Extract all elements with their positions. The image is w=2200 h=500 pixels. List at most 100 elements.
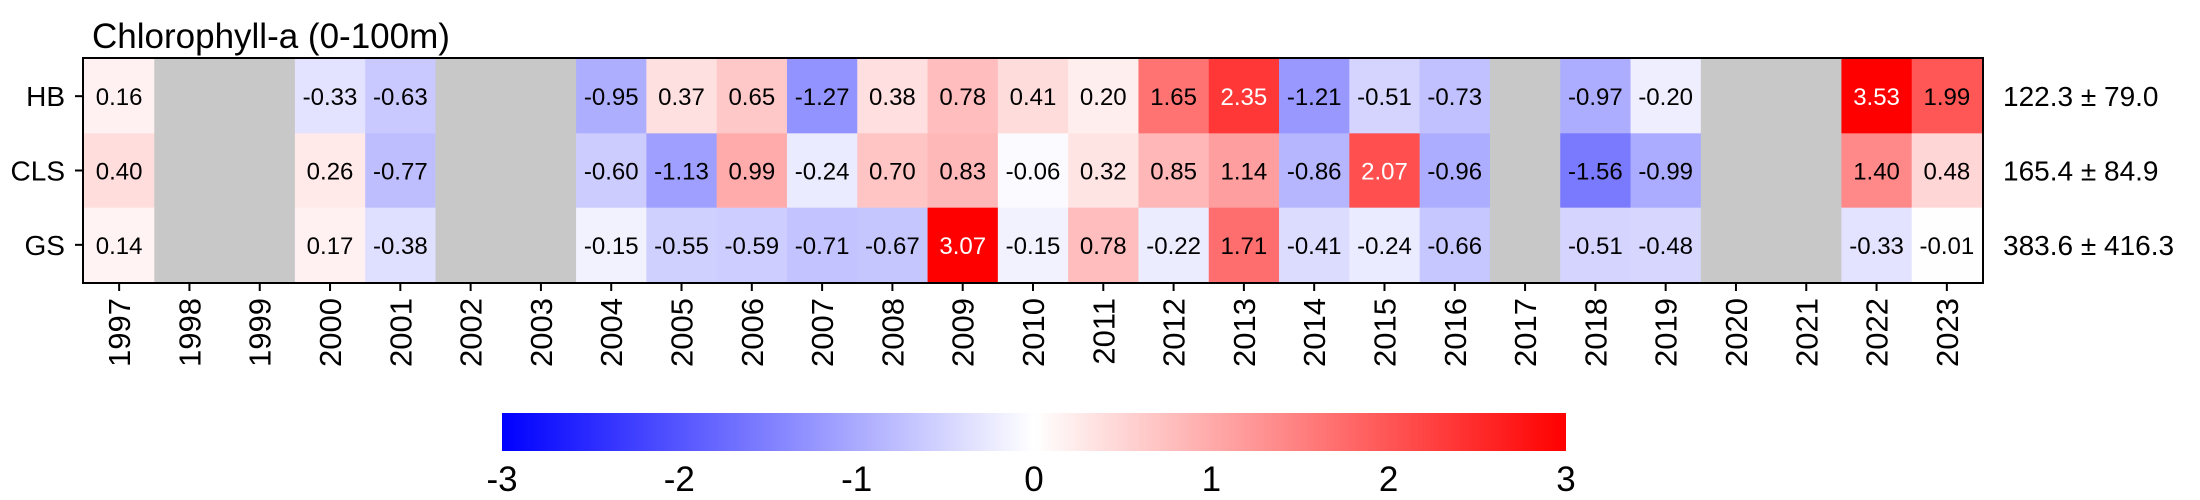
heatmap-cell-cls-1999 (224, 133, 296, 209)
row-label-gs: GS (25, 230, 65, 261)
heatmap-cell-hb-2002 (435, 59, 507, 134)
cell-labels-layer: 0.16 -0.33 -0.63 -0.95 0.37 0.65 -1.27 0.38 0.78… (96, 84, 1974, 260)
cell-value-label: 1.65 (1150, 84, 1197, 111)
heatmap-cell-hb-2001 (365, 59, 437, 134)
cell-value-label: 0.78 (1080, 233, 1127, 260)
cell-value-label: 1.71 (1221, 233, 1268, 260)
cell-value-label: 1.40 (1853, 159, 1900, 186)
heatmap-cell-gs-2001 (365, 207, 437, 283)
colorbar-tick-label: -1 (841, 460, 872, 499)
heatmap-cell-cls-2017 (1489, 133, 1561, 209)
cell-value-label: -0.51 (1568, 233, 1623, 260)
cell-value-label: 0.17 (307, 233, 354, 260)
cell-value-label: 3.07 (939, 233, 986, 260)
cell-value-label: 0.83 (939, 159, 986, 186)
x-tick-label-1998: 1998 (172, 298, 207, 367)
cell-value-label: -0.67 (865, 233, 920, 260)
colorbar-tick-label: 1 (1202, 460, 1221, 499)
heatmap-cell-gs-2015 (1349, 207, 1421, 283)
heatmap-cell-hb-2012 (1138, 59, 1210, 134)
cell-value-label: 2.35 (1221, 84, 1268, 111)
heatmap-cell-gs-2014 (1279, 207, 1350, 283)
cell-value-label: 0.70 (869, 159, 916, 186)
cell-value-label: -0.38 (373, 233, 428, 260)
cell-value-label: 0.48 (1923, 159, 1970, 186)
row-labels-layer: HB CLS GS (11, 81, 83, 261)
row-stat-hb: 122.3 ± 79.0 (2003, 81, 2159, 112)
heatmap-cell-hb-2005 (646, 59, 718, 134)
cell-value-label: 3.53 (1853, 84, 1900, 111)
heatmap-cell-cls-2021 (1771, 133, 1843, 209)
cell-value-label: -0.51 (1357, 84, 1412, 111)
heatmap-cell-cls-2016 (1419, 133, 1491, 209)
x-axis: 1997 1998 1999 2000 2001 2002 2003 2004 2005 2006… (102, 283, 1965, 367)
heatmap-cell-gs-2000 (294, 207, 366, 283)
heatmap-cell-hb-2007 (786, 59, 858, 134)
x-tick-label-2022: 2022 (1860, 298, 1895, 367)
heatmap-cell-hb-2016 (1419, 59, 1491, 134)
cell-value-label: -0.15 (584, 233, 639, 260)
heatmap-cell-gs-2023 (1911, 207, 1983, 283)
cell-value-label: -0.22 (1146, 233, 1201, 260)
cell-value-label: -0.66 (1427, 233, 1482, 260)
heatmap-cell-cls-1997 (84, 133, 155, 209)
x-tick-label-2004: 2004 (594, 298, 629, 367)
heatmap-cell-hb-2003 (505, 59, 577, 134)
cell-value-label: -0.63 (373, 84, 428, 111)
x-tick-label-2008: 2008 (875, 298, 910, 367)
colorbar-tick-label: 0 (1024, 460, 1043, 499)
heatmap-cell-gs-2018 (1560, 207, 1632, 283)
x-tick-label-2019: 2019 (1649, 298, 1684, 367)
x-tick-label-2016: 2016 (1438, 298, 1473, 367)
heatmap-cell-cls-1998 (154, 133, 226, 209)
heatmap-cell-cls-2009 (927, 133, 999, 209)
heatmap-cell-hb-1997 (84, 59, 155, 134)
cell-value-label: -1.56 (1568, 159, 1623, 186)
x-tick-label-1997: 1997 (102, 298, 137, 367)
cell-value-label: -0.06 (1006, 159, 1061, 186)
heatmap-cell-cls-2007 (786, 133, 858, 209)
x-tick-label-2001: 2001 (383, 298, 418, 367)
x-tick-label-2017: 2017 (1508, 298, 1543, 367)
heatmap-cell-cls-2013 (1208, 133, 1280, 209)
heatmap-cell-gs-2021 (1771, 207, 1843, 283)
colorbar-tick-label: -2 (664, 460, 695, 499)
cell-value-label: -1.13 (654, 159, 709, 186)
row-label-hb: HB (26, 81, 65, 112)
heatmap-cell-gs-1997 (84, 207, 155, 283)
heatmap-cell-cls-2023 (1911, 133, 1983, 209)
heatmap-cell-hb-2020 (1700, 59, 1772, 134)
cell-value-label: 0.16 (96, 84, 143, 111)
heatmap-cell-cls-2014 (1279, 133, 1350, 209)
colorbar-ticks: -3 -2 -1 0 1 2 3 (486, 460, 1575, 499)
heatmap-cell-cls-2015 (1349, 133, 1421, 209)
x-tick-label-2021: 2021 (1789, 298, 1824, 367)
heatmap-cell-gs-2007 (786, 207, 858, 283)
heatmap-cell-hb-2009 (927, 59, 999, 134)
cell-value-label: 1.99 (1923, 84, 1970, 111)
cell-value-label: -0.15 (1006, 233, 1061, 260)
x-tick-label-2014: 2014 (1297, 298, 1332, 367)
heatmap-cell-hb-2017 (1489, 59, 1561, 134)
heatmap-cell-gs-2004 (576, 207, 647, 283)
heatmap-cell-cls-2001 (365, 133, 437, 209)
cell-value-label: 0.26 (307, 159, 354, 186)
x-tick-label-2009: 2009 (946, 298, 981, 367)
cell-value-label: -0.97 (1568, 84, 1623, 111)
cell-value-label: 0.85 (1150, 159, 1197, 186)
heatmap-cell-hb-2013 (1208, 59, 1280, 134)
cell-value-label: 0.99 (728, 159, 775, 186)
cell-value-label: -0.59 (724, 233, 779, 260)
row-stat-gs: 383.6 ± 416.3 (2003, 230, 2174, 261)
heatmap-cell-hb-2019 (1630, 59, 1702, 134)
cells-layer (84, 59, 1983, 283)
cell-value-label: 0.20 (1080, 84, 1127, 111)
cell-value-label: -0.99 (1638, 159, 1693, 186)
heatmap-cell-hb-2014 (1279, 59, 1350, 134)
cell-value-label: 0.41 (1010, 84, 1057, 111)
heatmap-cell-hb-2008 (857, 59, 929, 134)
cell-value-label: -0.24 (795, 159, 850, 186)
heatmap-cell-gs-2016 (1419, 207, 1491, 283)
heatmap-cell-gs-2017 (1489, 207, 1561, 283)
